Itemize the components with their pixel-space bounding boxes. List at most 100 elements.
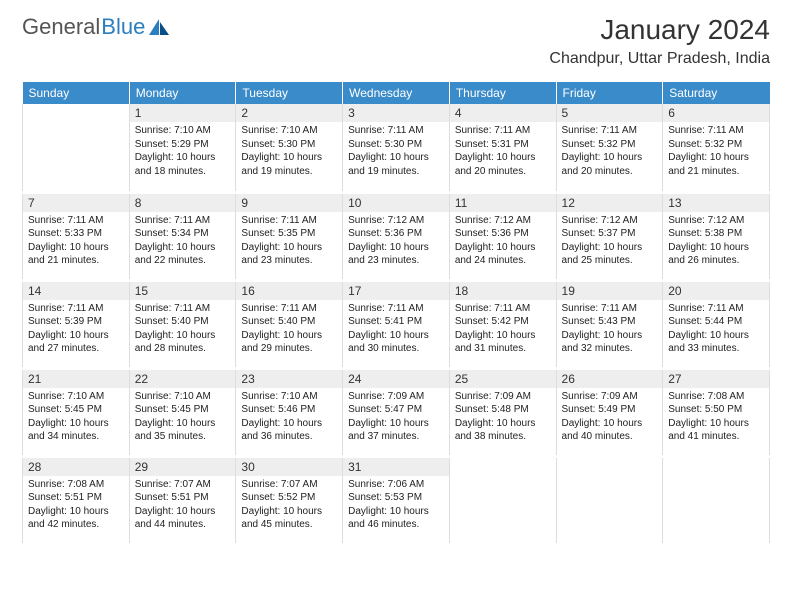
day-number: 21 [23,370,129,388]
cell-body: Sunrise: 7:08 AMSunset: 5:50 PMDaylight:… [663,390,769,444]
calendar-cell: 19Sunrise: 7:11 AMSunset: 5:43 PMDayligh… [556,280,663,368]
daylight-text: Daylight: 10 hours and 31 minutes. [455,329,551,356]
calendar-cell: 25 Sunrise: 7:09 AMSunset: 5:48 PMDayligh… [449,368,556,456]
daylight-text: Daylight: 10 hours and 25 minutes. [562,241,658,268]
daylight-text: Daylight: 10 hours and 22 minutes. [135,241,231,268]
logo-sail-icon [149,19,169,35]
sunrise-text: Sunrise: 7:10 AM [28,390,124,404]
day-number: 4 [450,104,556,122]
sunrise-text: Sunrise: 7:09 AM [562,390,658,404]
day-number: 5 [557,104,663,122]
daylight-text: Daylight: 10 hours and 28 minutes. [135,329,231,356]
daylight-text: Daylight: 10 hours and 45 minutes. [241,505,337,532]
cell-body: Sunrise: 7:07 AMSunset: 5:52 PMDaylight:… [236,478,342,532]
calendar-cell: 28Sunrise: 7:08 AMSunset: 5:51 PMDayligh… [23,456,130,544]
sunset-text: Sunset: 5:33 PM [28,227,124,241]
cell-body: Sunrise: 7:08 AMSunset: 5:51 PMDaylight:… [23,478,129,532]
day-number: 13 [663,194,769,212]
cell-body: Sunrise: 7:10 AMSunset: 5:45 PMDaylight:… [23,390,129,444]
day-number: 9 [236,194,342,212]
calendar-cell: 4Sunrise: 7:11 AMSunset: 5:31 PMDaylight… [449,104,556,192]
cell-body: Sunrise: 7:11 AMSunset: 5:39 PMDaylight:… [23,302,129,356]
sunrise-text: Sunrise: 7:11 AM [668,124,764,138]
sunset-text: Sunset: 5:30 PM [348,138,444,152]
sunset-text: Sunset: 5:38 PM [668,227,764,241]
day-number: 2 [236,104,342,122]
sunset-text: Sunset: 5:47 PM [348,403,444,417]
day-number: 12 [557,194,663,212]
weekday-friday: Friday [556,82,663,104]
calendar-cell: 29Sunrise: 7:07 AMSunset: 5:51 PMDayligh… [129,456,236,544]
daylight-text: Daylight: 10 hours and 23 minutes. [241,241,337,268]
calendar-cell: 5Sunrise: 7:11 AMSunset: 5:32 PMDaylight… [556,104,663,192]
sunset-text: Sunset: 5:41 PM [348,315,444,329]
day-number: 7 [23,194,129,212]
cell-body: Sunrise: 7:11 AMSunset: 5:44 PMDaylight:… [663,302,769,356]
sunset-text: Sunset: 5:30 PM [241,138,337,152]
sunset-text: Sunset: 5:52 PM [241,491,337,505]
calendar-cell: 21 Sunrise: 7:10 AMSunset: 5:45 PMDayligh… [23,368,130,456]
daylight-text: Daylight: 10 hours and 40 minutes. [562,417,658,444]
day-number: 30 [236,458,342,476]
sunrise-text: Sunrise: 7:11 AM [348,124,444,138]
weekday-thursday: Thursday [449,82,556,104]
day-number: 24 [343,370,449,388]
sunrise-text: Sunrise: 7:10 AM [135,390,231,404]
calendar-cell: 26Sunrise: 7:09 AMSunset: 5:49 PMDayligh… [556,368,663,456]
weekday-saturday: Saturday [663,82,770,104]
daylight-text: Daylight: 10 hours and 37 minutes. [348,417,444,444]
sunrise-text: Sunrise: 7:11 AM [562,302,658,316]
day-number: 27 [663,370,769,388]
sunrise-text: Sunrise: 7:10 AM [241,390,337,404]
sunrise-text: Sunrise: 7:12 AM [668,214,764,228]
daylight-text: Daylight: 10 hours and 27 minutes. [28,329,124,356]
sunrise-text: Sunrise: 7:11 AM [135,302,231,316]
sunset-text: Sunset: 5:49 PM [562,403,658,417]
calendar-cell: 13 Sunrise: 7:12 AMSunset: 5:38 PMDayligh… [663,192,770,280]
day-number: 31 [343,458,449,476]
cell-body: Sunrise: 7:11 AMSunset: 5:30 PMDaylight:… [343,124,449,178]
cell-body: Sunrise: 7:11 AMSunset: 5:41 PMDaylight:… [343,302,449,356]
weekday-header-row: Sunday Monday Tuesday Wednesday Thursday… [23,82,770,104]
sunrise-text: Sunrise: 7:11 AM [241,214,337,228]
daylight-text: Daylight: 10 hours and 21 minutes. [668,151,764,178]
calendar-cell: 18Sunrise: 7:11 AMSunset: 5:42 PMDayligh… [449,280,556,368]
daylight-text: Daylight: 10 hours and 24 minutes. [455,241,551,268]
location: Chandpur, Uttar Pradesh, India [549,50,770,68]
day-number: 25 [450,370,556,388]
sunrise-text: Sunrise: 7:11 AM [135,214,231,228]
calendar-cell: 22Sunrise: 7:10 AMSunset: 5:45 PMDayligh… [129,368,236,456]
cell-body: Sunrise: 7:09 AMSunset: 5:48 PMDaylight:… [450,390,556,444]
calendar-cell: 30 Sunrise: 7:07 AMSunset: 5:52 PMDayligh… [236,456,343,544]
sunset-text: Sunset: 5:31 PM [455,138,551,152]
sunset-text: Sunset: 5:36 PM [348,227,444,241]
cell-body: Sunrise: 7:11 AMSunset: 5:43 PMDaylight:… [557,302,663,356]
calendar-cell: 8Sunrise: 7:11 AMSunset: 5:34 PMDaylight… [129,192,236,280]
logo-text-blue: Blue [101,14,145,40]
daylight-text: Daylight: 10 hours and 36 minutes. [241,417,337,444]
daylight-text: Daylight: 10 hours and 32 minutes. [562,329,658,356]
sunrise-text: Sunrise: 7:09 AM [348,390,444,404]
sunrise-text: Sunrise: 7:12 AM [562,214,658,228]
daylight-text: Daylight: 10 hours and 29 minutes. [241,329,337,356]
calendar-row: 1Sunrise: 7:10 AMSunset: 5:29 PMDaylight… [23,104,770,192]
sunset-text: Sunset: 5:44 PM [668,315,764,329]
calendar-cell: 16Sunrise: 7:11 AMSunset: 5:40 PMDayligh… [236,280,343,368]
sunset-text: Sunset: 5:51 PM [28,491,124,505]
sunrise-text: Sunrise: 7:08 AM [28,478,124,492]
sunrise-text: Sunrise: 7:11 AM [455,302,551,316]
calendar-cell: 20Sunrise: 7:11 AMSunset: 5:44 PMDayligh… [663,280,770,368]
sunset-text: Sunset: 5:39 PM [28,315,124,329]
day-number: 6 [663,104,769,122]
sunrise-text: Sunrise: 7:07 AM [135,478,231,492]
cell-body: Sunrise: 7:09 AMSunset: 5:47 PMDaylight:… [343,390,449,444]
sunrise-text: Sunrise: 7:07 AM [241,478,337,492]
sunrise-text: Sunrise: 7:11 AM [28,214,124,228]
sunset-text: Sunset: 5:43 PM [562,315,658,329]
sunset-text: Sunset: 5:45 PM [135,403,231,417]
calendar-cell: 10Sunrise: 7:12 AMSunset: 5:36 PMDayligh… [343,192,450,280]
cell-body: Sunrise: 7:10 AMSunset: 5:29 PMDaylight:… [130,124,236,178]
calendar-row: 21Sunrise: 7:10 AMSunset: 5:45 PMDayligh… [23,368,770,456]
cell-body: Sunrise: 7:12 AMSunset: 5:38 PMDaylight:… [663,214,769,268]
cell-body: Sunrise: 7:09 AMSunset: 5:49 PMDaylight:… [557,390,663,444]
